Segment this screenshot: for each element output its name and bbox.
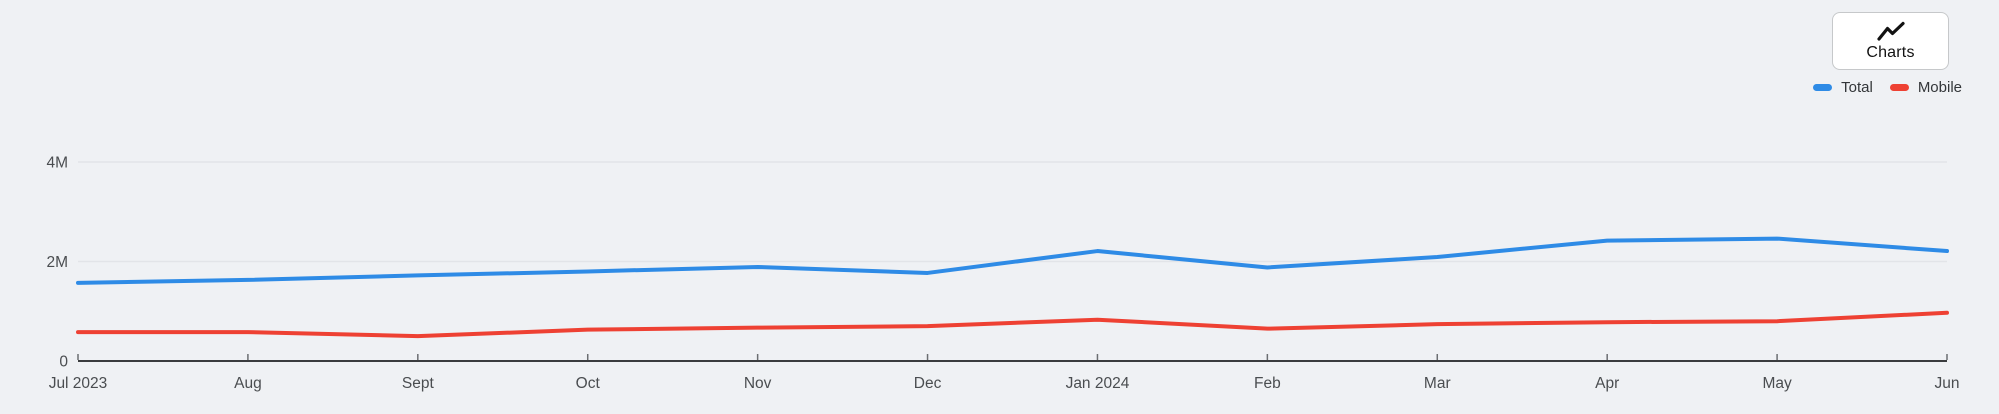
trend-line-icon	[1876, 21, 1905, 42]
legend-swatch-total	[1813, 84, 1833, 91]
legend-item-total[interactable]: Total	[1813, 80, 1873, 95]
legend-label: Mobile	[1917, 79, 1962, 96]
x-tick-label: Sept	[402, 375, 435, 392]
x-tick-label: Jan 2024	[1066, 375, 1130, 392]
legend-label: Total	[1841, 79, 1873, 96]
y-tick-label: 0	[59, 354, 68, 371]
x-tick-label: Jul 2023	[49, 375, 108, 392]
charts-button[interactable]: Charts	[1832, 12, 1949, 70]
x-tick-label: Nov	[744, 375, 772, 392]
charts-button-label: Charts	[1866, 44, 1915, 61]
x-tick-label: Apr	[1595, 375, 1619, 392]
legend-item-mobile[interactable]: Mobile	[1889, 79, 1962, 96]
x-tick-label: Jun	[1935, 375, 1960, 392]
y-tick-label: 4M	[46, 155, 68, 172]
x-tick-label: Mar	[1424, 375, 1451, 392]
x-tick-label: Aug	[234, 375, 262, 392]
mobile-series-line	[76, 310, 1949, 339]
legend-swatch-mobile	[1889, 84, 1909, 91]
y-tick-label: 2M	[46, 254, 68, 271]
total-series-line	[76, 236, 1949, 285]
x-tick-label: Oct	[576, 375, 601, 392]
x-tick-label: May	[1762, 375, 1792, 392]
x-tick-label: Feb	[1254, 375, 1281, 392]
x-tick-label: Dec	[914, 375, 942, 392]
chart-legend: Total Mobile	[1813, 80, 1962, 95]
